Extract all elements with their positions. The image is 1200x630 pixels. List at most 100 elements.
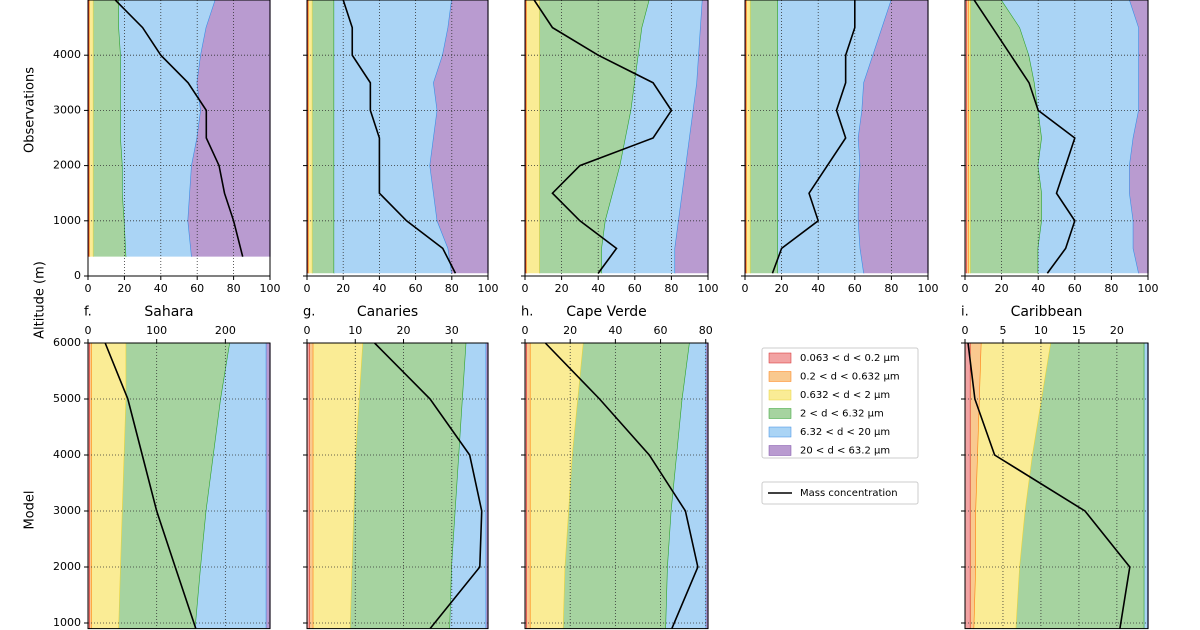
- mass-line: [374, 342, 483, 630]
- legend-swatch: [768, 426, 792, 438]
- size-class-area: [313, 343, 364, 629]
- x-tick-label: 60: [628, 282, 642, 295]
- x-tick-label: 20: [555, 282, 569, 295]
- x-tick-label: 10: [348, 324, 362, 337]
- legend-box: [761, 347, 919, 459]
- row-label: Model: [23, 490, 38, 529]
- size-class-area: [307, 343, 310, 629]
- legend-label: 0.2 < d < 0.632 μm: [800, 372, 900, 383]
- size-class-area: [430, 0, 488, 274]
- mass-line: [967, 342, 1131, 629]
- size-class-area: [89, 0, 94, 257]
- size-class-area: [974, 343, 1052, 629]
- size-class-area: [449, 343, 487, 629]
- axes-frame: [87, 342, 271, 630]
- x-tick-label: 0: [522, 282, 529, 295]
- x-tick-label: 80: [699, 324, 713, 337]
- x-tick-label: 0: [962, 282, 969, 295]
- x-tick-label: 20: [397, 324, 411, 337]
- x-tick-label: 0: [962, 324, 969, 337]
- panel-letter: f.: [84, 305, 92, 320]
- x-tick-label: 100: [146, 324, 167, 337]
- x-tick-label: 40: [372, 282, 386, 295]
- size-class-area: [266, 343, 270, 629]
- x-tick-label: 20: [775, 282, 789, 295]
- size-class-area: [1016, 343, 1145, 629]
- x-tick-label: 40: [154, 282, 168, 295]
- x-tick-label: 20: [336, 282, 350, 295]
- mass-line: [544, 342, 699, 629]
- legend-swatch: [768, 445, 792, 456]
- y-tick-label: 4000: [53, 48, 81, 61]
- legend-label: 6.32 < d < 20 μm: [800, 427, 890, 438]
- x-tick-label: 0: [85, 282, 92, 295]
- y-tick-label: 3000: [53, 103, 81, 116]
- x-tick-label: 80: [664, 282, 678, 295]
- size-class-area: [309, 343, 314, 629]
- size-class-area: [93, 0, 127, 257]
- y-tick-label: 1000: [53, 214, 81, 227]
- panel-letter: i.: [961, 305, 969, 320]
- size-class-area: [308, 0, 313, 274]
- mass-line: [973, 0, 1076, 274]
- size-class-area: [334, 0, 452, 274]
- y-tick-label: 2000: [53, 159, 81, 172]
- size-class-area: [350, 343, 467, 629]
- size-class-area: [312, 0, 335, 274]
- size-class-area: [195, 343, 267, 629]
- x-tick-label: 80: [884, 282, 898, 295]
- size-class-area: [1144, 343, 1148, 629]
- x-tick-label: 15: [1072, 324, 1086, 337]
- x-tick-label: 60: [848, 282, 862, 295]
- size-class-area: [601, 0, 703, 274]
- panel-title: Cape Verde: [566, 304, 646, 320]
- size-class-area: [118, 0, 216, 257]
- y-tick-label: 4000: [53, 448, 81, 461]
- size-class-area: [526, 0, 540, 274]
- size-class-area: [777, 0, 892, 274]
- mass-line: [104, 342, 197, 629]
- x-tick-label: 80: [445, 282, 459, 295]
- mass-line: [342, 0, 457, 274]
- mass-line: [114, 0, 244, 257]
- axes-frame: [524, 342, 709, 630]
- size-class-area: [563, 343, 690, 629]
- size-class-area: [526, 343, 531, 629]
- size-class-area: [91, 343, 127, 629]
- y-tick-label: 2000: [53, 560, 81, 573]
- x-tick-label: 0: [742, 282, 749, 295]
- x-tick-label: 60: [654, 324, 668, 337]
- y-axis-label: Altitude (m): [33, 261, 48, 339]
- x-tick-label: 60: [409, 282, 423, 295]
- size-class-area: [965, 343, 971, 629]
- size-class-area: [188, 0, 270, 257]
- x-tick-label: 20: [1110, 324, 1124, 337]
- legend-swatch: [768, 408, 792, 419]
- size-class-area: [118, 343, 230, 629]
- y-tick-label: 1000: [53, 616, 81, 629]
- x-tick-label: 80: [1104, 282, 1118, 295]
- panel-title: Canaries: [357, 304, 418, 320]
- mass-line: [533, 0, 673, 274]
- x-tick-label: 40: [591, 282, 605, 295]
- x-tick-label: 30: [445, 324, 459, 337]
- size-class-area: [530, 343, 584, 629]
- x-tick-label: 40: [811, 282, 825, 295]
- axes-frame: [306, 342, 489, 630]
- legend-label: 0.632 < d < 2 μm: [800, 390, 890, 401]
- legend-label: Mass concentration: [800, 488, 898, 499]
- x-tick-label: 0: [522, 324, 529, 337]
- panel-title: Sahara: [144, 304, 193, 320]
- legend-box: [761, 481, 919, 505]
- y-tick-label: 5000: [53, 392, 81, 405]
- size-class-area: [675, 0, 708, 274]
- axes-frame: [306, 0, 489, 277]
- y-tick-label: 6000: [53, 336, 81, 349]
- panel-letter: h.: [521, 305, 533, 320]
- axes-frame: [964, 342, 1149, 630]
- y-tick-label: 0: [74, 269, 81, 282]
- axes-frame: [744, 0, 929, 277]
- x-tick-label: 40: [1031, 282, 1045, 295]
- panel-letter: g.: [303, 305, 315, 320]
